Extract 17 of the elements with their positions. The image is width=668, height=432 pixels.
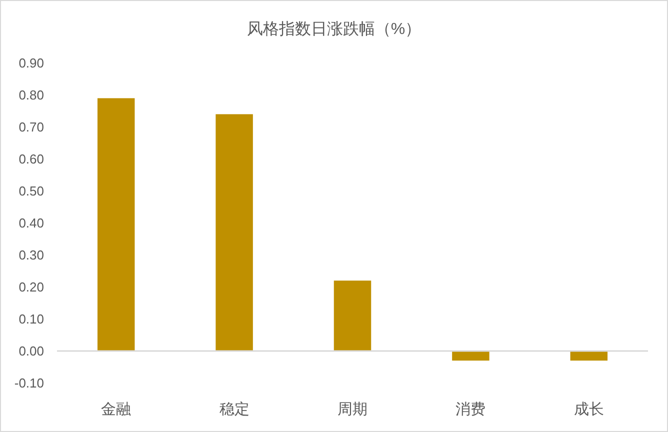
x-tick-label: 消费 xyxy=(456,401,486,418)
x-tick-label: 稳定 xyxy=(219,401,250,418)
y-tick-label: 0.50 xyxy=(18,184,44,198)
y-tick-label: 0.30 xyxy=(18,248,44,262)
y-tick-label: 0.00 xyxy=(18,344,44,358)
y-tick-label: 0.80 xyxy=(18,88,44,102)
y-tick-label: 0.10 xyxy=(18,312,44,326)
x-tick-label: 成长 xyxy=(574,401,604,418)
y-tick-label: 0.20 xyxy=(18,280,44,294)
y-tick-label: 0.60 xyxy=(18,152,44,166)
y-tick-label: 0.90 xyxy=(18,56,44,70)
chart-title: 风格指数日涨跌幅（%） xyxy=(246,20,422,38)
y-tick-label: 0.40 xyxy=(18,216,44,230)
y-tick-label: 0.70 xyxy=(18,120,44,134)
x-tick-label: 周期 xyxy=(338,401,368,418)
x-tick-label: 金融 xyxy=(101,401,132,418)
y-tick-label: -0.10 xyxy=(14,376,44,390)
